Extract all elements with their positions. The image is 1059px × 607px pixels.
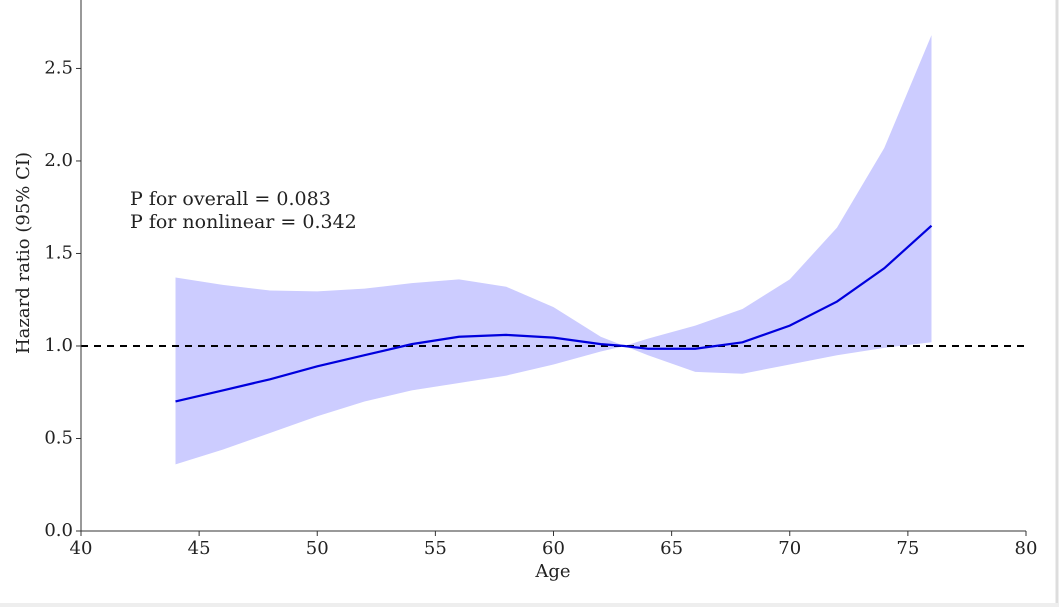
hazard-line <box>175 224 933 403</box>
x-tick-label: 60 <box>542 538 565 559</box>
x-tick-label: 50 <box>306 538 329 559</box>
y-tick-label: 1.5 <box>44 242 73 263</box>
x-tick-label: 70 <box>778 538 801 559</box>
x-axis-label: Age <box>534 561 570 582</box>
y-tick-label: 0.0 <box>44 520 73 541</box>
x-tick-label: 40 <box>70 538 93 559</box>
y-tick-label: 2.0 <box>44 150 73 171</box>
y-tick-label: 2.5 <box>44 57 73 78</box>
x-tick-label: 75 <box>896 538 919 559</box>
x-tick-label: 55 <box>424 538 447 559</box>
x-tick-label: 80 <box>1015 538 1038 559</box>
x-tick-label: 45 <box>188 538 211 559</box>
confidence-band <box>175 35 932 465</box>
y-tick-label: 0.5 <box>44 427 73 448</box>
annotation: P for overall = 0.083 <box>130 188 331 210</box>
x-tick-label: 65 <box>660 538 683 559</box>
y-tick-label: 1.0 <box>44 335 73 356</box>
y-axis-label: Hazard ratio (95% CI) <box>13 152 34 354</box>
annotation: P for nonlinear = 0.342 <box>130 211 357 233</box>
